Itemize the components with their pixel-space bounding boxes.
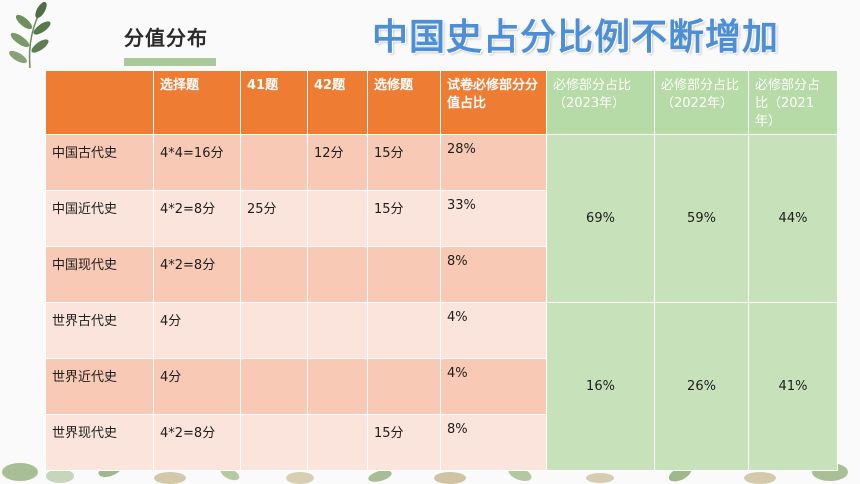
table-row: 中国古代史 4*4=16分 12分 15分 28% 69% 59% 44% bbox=[45, 134, 838, 303]
cell-choice: 4分 bbox=[153, 358, 241, 415]
cell-elective: 15分 bbox=[367, 190, 441, 247]
cell-q42 bbox=[307, 302, 368, 359]
cell-q41: 25分 bbox=[240, 190, 308, 247]
score-table: 选择题 41题 42题 选修题 试卷必修部分分值占比 必修部分占比（2023年）… bbox=[45, 70, 838, 471]
row-label: 世界古代史 bbox=[45, 302, 154, 359]
cell-share: 28% bbox=[440, 134, 547, 191]
cell-q42 bbox=[307, 246, 368, 303]
cell-choice: 4分 bbox=[153, 302, 241, 359]
header-cell-choice: 选择题 bbox=[153, 70, 241, 135]
group-cell-2021: 44% bbox=[748, 134, 838, 303]
cell-q42 bbox=[307, 414, 368, 471]
cell-elective bbox=[367, 358, 441, 415]
header-cell-q41: 41题 bbox=[240, 70, 308, 135]
cell-q41 bbox=[240, 134, 308, 191]
header-cell-2023: 必修部分占比（2023年） bbox=[546, 70, 655, 135]
header-cell-2022: 必修部分占比（2022年） bbox=[654, 70, 749, 135]
group-cell-2022: 26% bbox=[654, 302, 749, 471]
cell-choice: 4*2=8分 bbox=[153, 246, 241, 303]
cell-choice: 4*2=8分 bbox=[153, 414, 241, 471]
row-label: 世界近代史 bbox=[45, 358, 154, 415]
row-label: 世界现代史 bbox=[45, 414, 154, 471]
header-cell-blank bbox=[45, 70, 154, 135]
row-label: 中国古代史 bbox=[45, 134, 154, 191]
header-cell-q42: 42题 bbox=[307, 70, 368, 135]
table-row: 世界现代史 4*2=8分 15分 8% bbox=[45, 414, 838, 471]
table-header-row: 选择题 41题 42题 选修题 试卷必修部分分值占比 必修部分占比（2023年）… bbox=[45, 70, 838, 135]
cell-share: 8% bbox=[440, 414, 547, 471]
row-label: 中国近代史 bbox=[45, 190, 154, 247]
cell-q41 bbox=[240, 414, 308, 471]
group-cell-2023: 16% bbox=[546, 302, 655, 471]
main-title: 中国史占分比例不断增加 bbox=[372, 17, 780, 58]
section-title: 分值分布 bbox=[124, 26, 208, 50]
group-cell-2023: 69% bbox=[546, 134, 655, 303]
section-heading: 分值分布 bbox=[124, 24, 224, 66]
cell-elective bbox=[367, 302, 441, 359]
table-row: 世界近代史 4分 4% bbox=[45, 358, 838, 415]
leaf-decoration-icon bbox=[9, 1, 51, 69]
cell-choice: 4*2=8分 bbox=[153, 190, 241, 247]
group-cell-2021: 41% bbox=[748, 302, 838, 471]
cell-q41 bbox=[240, 302, 308, 359]
cell-share: 4% bbox=[440, 358, 547, 415]
cell-elective: 15分 bbox=[367, 414, 441, 471]
cell-q41 bbox=[240, 246, 308, 303]
row-label: 中国现代史 bbox=[45, 246, 154, 303]
cell-elective: 15分 bbox=[367, 134, 441, 191]
cell-share: 4% bbox=[440, 302, 547, 359]
cell-share: 8% bbox=[440, 246, 547, 303]
header-cell-2021: 必修部分占比（2021年） bbox=[748, 70, 838, 135]
header-cell-share: 试卷必修部分分值占比 bbox=[440, 70, 547, 135]
table-row: 世界古代史 4分 4% 16% 26% 41% bbox=[45, 302, 838, 471]
cell-q42 bbox=[307, 358, 368, 415]
cell-share: 33% bbox=[440, 190, 547, 247]
cell-q42: 12分 bbox=[307, 134, 368, 191]
cell-elective bbox=[367, 246, 441, 303]
group-cell-2022: 59% bbox=[654, 134, 749, 303]
cell-q42 bbox=[307, 190, 368, 247]
heading-underline bbox=[124, 58, 216, 66]
table-row: 中国近代史 4*2=8分 25分 15分 33% bbox=[45, 190, 838, 247]
cell-q41 bbox=[240, 358, 308, 415]
header-cell-elective: 选修题 bbox=[367, 70, 441, 135]
table-row: 中国现代史 4*2=8分 8% bbox=[45, 246, 838, 303]
cell-choice: 4*4=16分 bbox=[153, 134, 241, 191]
